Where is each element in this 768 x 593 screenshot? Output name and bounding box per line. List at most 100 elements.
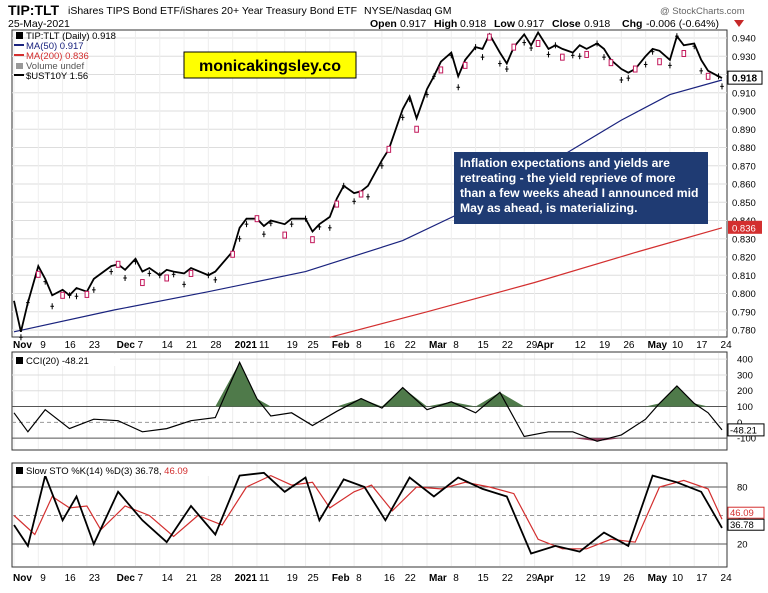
ma200-tag [728, 220, 762, 234]
x-axis-lower: Nov 9 16 23 Dec 7 14 21 28 2021 11 19 25 Feb 8 16 22 Mar 8… [13, 573, 732, 584]
site-badge-label: monicakingsley.co [199, 58, 341, 75]
down-candle [487, 33, 492, 41]
down-candle [681, 50, 687, 58]
sto-swatch [16, 467, 23, 474]
cci-tick-label: 100 [737, 402, 753, 413]
cci-value-tag [727, 423, 765, 437]
x-tick-label: Mar [429, 340, 447, 351]
x-tick-label: 21 [186, 573, 198, 584]
sto-title-bg [14, 464, 234, 476]
close-label: Close [552, 18, 581, 30]
x-tick-label: 9 [40, 573, 46, 584]
down-candle [164, 274, 170, 282]
x-tick-label: Feb [332, 340, 350, 351]
x-tick-label: Nov [13, 573, 32, 584]
x-tick-label: Apr [537, 573, 554, 584]
cci-tick-label: 0 [737, 418, 742, 429]
x-tick-label: 15 [478, 573, 490, 584]
price-tick-label: 0.820 [732, 253, 756, 264]
x-tick-label: 16 [65, 340, 77, 351]
x-tick-label: 19 [599, 340, 611, 351]
x-tick-label: 28 [210, 340, 222, 351]
cci-panel [11, 351, 728, 451]
x-tick-label: 25 [308, 340, 320, 351]
date-label: 25-May-2021 [8, 18, 70, 30]
x-tick-label: 8 [356, 340, 362, 351]
sto-title: Slow STO %K(14) %D(3) 36.78, 46.09 [26, 466, 188, 477]
legend-item-ma50: MA(50) 0.917 [14, 41, 84, 52]
down-candle [84, 290, 90, 298]
site-badge [183, 51, 357, 79]
price-tick-label: 0.890 [732, 125, 756, 136]
cci-title: CCI(20) -48.21 [26, 356, 89, 367]
x-tick-label: 22 [502, 573, 514, 584]
sto-title-d: 46.09 [164, 466, 188, 477]
sto-k-tag [727, 518, 765, 531]
sto-title-prefix: Slow STO %K(14) %D(3) 36.78, [26, 466, 164, 477]
x-tick-label: 22 [405, 340, 417, 351]
low-label: Low [494, 18, 516, 30]
x-tick-label: 26 [623, 573, 635, 584]
x-tick-label: 24 [721, 340, 733, 351]
x-tick-label: Feb [332, 573, 350, 584]
x-tick-label: Dec [117, 573, 136, 584]
price-tick-label: 0.870 [732, 161, 756, 172]
x-tick-label: 22 [405, 573, 417, 584]
x-tick-label: 8 [453, 340, 459, 351]
chg-value: -0.006 (-0.64%) [646, 18, 719, 30]
cci-value-tag-label: -48.21 [730, 425, 757, 436]
high-label: High [434, 18, 457, 30]
x-tick-label: 21 [186, 340, 198, 351]
x-tick-label: Nov [13, 340, 32, 351]
legend-label-price: TIP:TLT (Daily) 0.918 [26, 31, 116, 42]
price-grid [12, 31, 727, 336]
x-tick-label: 26 [623, 340, 635, 351]
x-tick-label: 29 [526, 573, 538, 584]
down-candle [560, 53, 565, 61]
down-arrow-icon [734, 20, 744, 27]
sto-d-line [13, 474, 723, 550]
watermark: @ StockCharts.com [660, 6, 745, 17]
down-candle [115, 260, 121, 268]
exchange-label: NYSE/Nasdaq GM [364, 5, 452, 17]
x-tick-label: 16 [384, 340, 396, 351]
cci-line [13, 360, 723, 442]
ma200-tag-label: 0.836 [732, 223, 756, 234]
ma50-line [13, 79, 723, 333]
down-candle [230, 250, 235, 258]
legend-label-ma50: MA(50) 0.917 [26, 41, 84, 52]
annotation-box [454, 152, 708, 224]
close-value: 0.918 [584, 18, 610, 30]
x-tick-label: May [648, 340, 668, 351]
sto-grid [12, 464, 727, 566]
sto-tick-label: 80 [737, 483, 748, 494]
price-series [13, 30, 724, 341]
x-tick-label: 12 [575, 573, 587, 584]
annotation-text: Inflation expectations and yields are re… [460, 156, 699, 215]
down-candle [632, 65, 638, 73]
legend: TIP:TLT (Daily) 0.918 MA(50) 0.917 MA(20… [14, 31, 116, 82]
x-tick-label: 8 [356, 573, 362, 584]
x-tick-label: 10 [672, 340, 684, 351]
price-tick-label: 0.940 [732, 34, 756, 45]
x-tick-label: 19 [287, 340, 299, 351]
x-tick-label: 16 [384, 573, 396, 584]
high-value: 0.918 [460, 18, 486, 30]
x-tick-label: Apr [537, 340, 554, 351]
price-tick-label: 0.900 [732, 107, 756, 118]
down-candle [511, 43, 517, 51]
price-tick-label: 0.780 [732, 326, 756, 337]
last-price-tag-label: 0.918 [732, 74, 757, 85]
price-tick-label: 0.850 [732, 198, 756, 209]
price-tick-label: 0.860 [732, 180, 756, 191]
cci-axis: 400 300 200 100 0 -100-48.21 [727, 355, 765, 445]
x-axis-upper: Nov 9 16 23 Dec 7 14 21 28 2021 11 19 25 Feb 8 16 22 Mar 8… [13, 340, 732, 351]
legend-label-ust10y: $UST10Y 1.56 [26, 71, 88, 82]
x-tick-label: 17 [696, 340, 708, 351]
down-candle [705, 72, 711, 80]
sto-series [13, 471, 723, 555]
down-candle [282, 231, 288, 239]
x-tick-label: 16 [65, 573, 77, 584]
down-candle [60, 291, 65, 299]
